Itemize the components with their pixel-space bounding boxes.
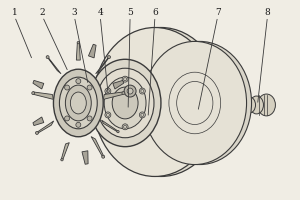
Polygon shape — [103, 92, 124, 99]
Ellipse shape — [99, 28, 223, 176]
Circle shape — [141, 90, 144, 93]
Ellipse shape — [257, 94, 275, 116]
Circle shape — [122, 76, 128, 82]
Ellipse shape — [65, 85, 91, 121]
Circle shape — [106, 90, 110, 93]
Circle shape — [105, 112, 111, 118]
Ellipse shape — [141, 85, 169, 119]
Ellipse shape — [145, 90, 165, 114]
Polygon shape — [88, 44, 96, 58]
Circle shape — [46, 56, 49, 59]
Circle shape — [124, 78, 127, 81]
Circle shape — [64, 85, 70, 90]
Ellipse shape — [112, 87, 138, 119]
Circle shape — [35, 131, 38, 134]
Circle shape — [87, 85, 92, 90]
Text: 1: 1 — [12, 8, 17, 17]
Text: 6: 6 — [152, 8, 158, 17]
Circle shape — [32, 92, 35, 95]
Text: 4: 4 — [98, 8, 103, 17]
Circle shape — [61, 159, 63, 161]
Ellipse shape — [250, 96, 263, 114]
Ellipse shape — [244, 97, 256, 113]
Circle shape — [108, 56, 110, 59]
Circle shape — [105, 88, 111, 94]
Polygon shape — [33, 117, 44, 126]
Polygon shape — [36, 121, 54, 134]
Circle shape — [64, 116, 70, 121]
Polygon shape — [76, 43, 80, 60]
Ellipse shape — [93, 28, 217, 176]
Text: 8: 8 — [265, 8, 270, 17]
Ellipse shape — [53, 69, 103, 137]
Circle shape — [77, 41, 80, 44]
Ellipse shape — [148, 41, 251, 165]
Circle shape — [141, 113, 144, 116]
Ellipse shape — [104, 77, 146, 129]
Ellipse shape — [89, 59, 161, 147]
Circle shape — [127, 88, 133, 94]
Ellipse shape — [96, 68, 154, 138]
Ellipse shape — [70, 92, 86, 114]
Polygon shape — [33, 80, 44, 89]
Circle shape — [124, 85, 136, 97]
Circle shape — [140, 88, 145, 94]
Circle shape — [140, 112, 145, 118]
Polygon shape — [91, 137, 104, 157]
Ellipse shape — [240, 98, 250, 112]
Polygon shape — [96, 56, 110, 74]
Polygon shape — [47, 56, 61, 74]
Circle shape — [87, 116, 92, 121]
Text: 2: 2 — [40, 8, 45, 17]
Circle shape — [117, 130, 119, 133]
Circle shape — [124, 125, 127, 128]
Circle shape — [76, 79, 81, 84]
Ellipse shape — [143, 41, 247, 165]
Circle shape — [76, 122, 81, 127]
Circle shape — [106, 113, 110, 116]
Polygon shape — [82, 151, 88, 164]
Circle shape — [122, 124, 128, 130]
Text: 5: 5 — [127, 8, 133, 17]
Circle shape — [102, 155, 105, 158]
Ellipse shape — [59, 77, 97, 129]
Text: 7: 7 — [215, 8, 220, 17]
Polygon shape — [113, 80, 124, 89]
Circle shape — [122, 92, 125, 95]
Text: 3: 3 — [71, 8, 77, 17]
Polygon shape — [33, 92, 53, 99]
Polygon shape — [101, 120, 118, 132]
Polygon shape — [61, 143, 69, 160]
